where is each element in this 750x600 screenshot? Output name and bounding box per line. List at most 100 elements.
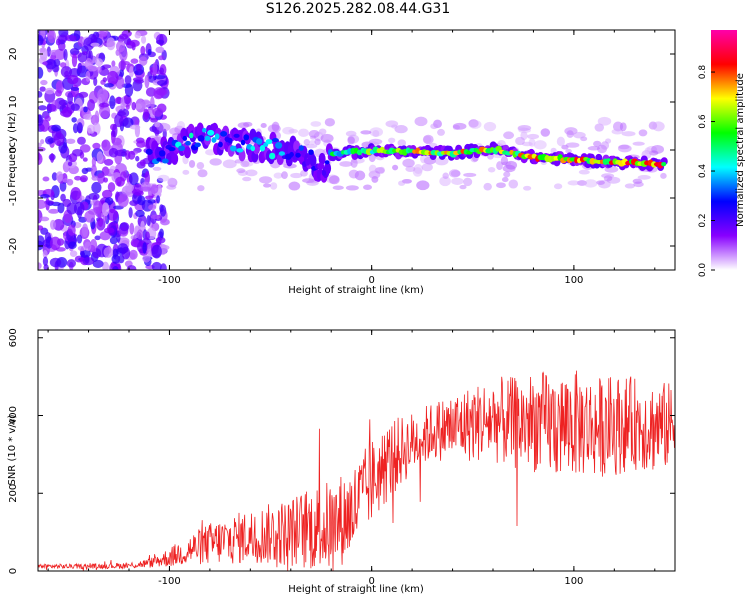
- heatmap-cell: [66, 259, 76, 268]
- heatmap-cell: [55, 81, 63, 91]
- heatmap-cell: [394, 125, 408, 134]
- heatmap-cell: [523, 185, 532, 191]
- heatmap-cell: [496, 182, 506, 189]
- heatmap-cell: [263, 183, 271, 188]
- heatmap-cell: [157, 174, 170, 182]
- heatmap-cell: [160, 218, 170, 226]
- heatmap-cell: [416, 180, 430, 191]
- heatmap-cell: [90, 42, 100, 47]
- heatmap-cell: [214, 133, 220, 140]
- heatmap-cell: [414, 116, 428, 127]
- heatmap-cell: [158, 55, 165, 61]
- heatmap-cell: [64, 34, 77, 42]
- heatmap-cell: [197, 169, 208, 178]
- heatmap-cell: [140, 220, 145, 232]
- heatmap-cell: [42, 256, 49, 267]
- heatmap-cell: [487, 167, 496, 173]
- heatmap-cell: [40, 79, 48, 86]
- heatmap-cell: [49, 49, 61, 56]
- heatmap-cell: [124, 150, 131, 160]
- heatmap-cell: [430, 123, 438, 130]
- heatmap-cell: [540, 128, 551, 137]
- heatmap-cell: [152, 166, 162, 171]
- heatmap-cell: [115, 176, 125, 187]
- heatmap-cell: [168, 147, 176, 152]
- heatmap-cell: [565, 142, 580, 148]
- heatmap-cell: [178, 145, 186, 152]
- heatmap-cell: [160, 263, 167, 270]
- heatmap-cell: [596, 180, 605, 185]
- heatmap-cell: [597, 116, 612, 126]
- heatmap-cell: [348, 169, 359, 179]
- heatmap-cell: [38, 262, 42, 270]
- heatmap-cell: [405, 165, 416, 172]
- heatmap-cell: [156, 157, 162, 162]
- heatmap-cell: [139, 159, 146, 167]
- heatmap-cell: [44, 115, 51, 122]
- heatmap-cell: [46, 103, 57, 112]
- heatmap-cell: [122, 117, 134, 128]
- heatmap-cell: [273, 172, 283, 179]
- heatmap-cell: [189, 132, 194, 139]
- heatmap-cell: [38, 142, 42, 148]
- heatmap-cell: [65, 138, 76, 144]
- heatmap-cell: [372, 129, 380, 138]
- heatmap-cell: [142, 242, 147, 254]
- heatmap-cell: [77, 245, 87, 252]
- heatmap-cell: [185, 140, 192, 146]
- heatmap-cell: [503, 131, 515, 140]
- heatmap-cell: [176, 121, 186, 131]
- heatmap-cell: [109, 95, 116, 110]
- heatmap-cell: [99, 104, 111, 119]
- heatmap-cell: [43, 200, 55, 205]
- heatmap-cell: [147, 199, 156, 204]
- heatmap-cell: [624, 183, 636, 189]
- heatmap-cell: [298, 128, 310, 137]
- heatmap-cell: [54, 89, 62, 97]
- heatmap-cell: [83, 37, 95, 51]
- heatmap-cell: [103, 158, 114, 166]
- heatmap-cell: [128, 172, 139, 186]
- heatmap-cell: [589, 157, 596, 165]
- heatmap-cell: [39, 216, 50, 222]
- heatmap-cell: [156, 122, 171, 132]
- heatmap-cell: [71, 53, 78, 68]
- heatmap-cell: [102, 261, 109, 270]
- heatmap-cell: [282, 126, 295, 135]
- heatmap-cell: [141, 35, 147, 44]
- heatmap-cell: [81, 223, 89, 238]
- heatmap-cell: [40, 193, 50, 199]
- heatmap-cell: [124, 75, 132, 85]
- heatmap-cell: [107, 182, 116, 192]
- heatmap-cell: [644, 147, 652, 155]
- heatmap-cell: [501, 177, 509, 183]
- heatmap-cell: [78, 91, 89, 98]
- heatmap-cell: [196, 161, 205, 170]
- heatmap-cell: [146, 215, 151, 227]
- heatmap-cell: [50, 152, 55, 163]
- heatmap-cell: [197, 185, 205, 192]
- heatmap-cell: [265, 139, 273, 145]
- heatmap-cell: [500, 156, 509, 166]
- heatmap-cell: [298, 145, 304, 151]
- heatmap-cell: [81, 167, 89, 175]
- heatmap-cell: [556, 136, 565, 147]
- heatmap-cell: [68, 241, 77, 249]
- heatmap-cell: [275, 141, 283, 149]
- heatmap-cell: [156, 195, 161, 204]
- heatmap-cell: [125, 182, 134, 193]
- heatmap-cell: [339, 161, 353, 167]
- heatmap-cell: [459, 184, 467, 190]
- heatmap-cell: [151, 261, 162, 270]
- snr-ylabel: SNR (10 * v/v): [7, 414, 18, 485]
- heatmap-cell: [553, 183, 563, 190]
- heatmap-cell: [103, 83, 114, 88]
- heatmap-cell: [44, 87, 55, 95]
- x-tick-label: -100: [158, 275, 181, 286]
- x-tick-label: 100: [564, 275, 583, 286]
- heatmap-cell: [119, 222, 130, 232]
- heatmap-cell: [260, 122, 267, 128]
- heatmap-cell: [621, 131, 636, 137]
- y-tick-label: -10: [8, 190, 19, 206]
- heatmap-cell: [245, 169, 258, 177]
